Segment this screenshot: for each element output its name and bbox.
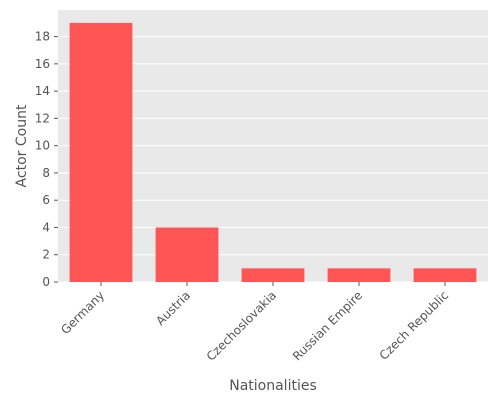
y-tick-label: 10 (35, 139, 50, 153)
bar-czechoslovakia (241, 268, 305, 282)
bar-russian-empire (327, 268, 391, 282)
x-tick-label: Austria (153, 288, 193, 328)
bar-austria (155, 227, 219, 282)
y-tick-label: 0 (42, 275, 50, 289)
y-axis-title: Actor Count (14, 104, 30, 187)
y-tick-label: 14 (35, 84, 50, 98)
y-tick-label: 18 (35, 30, 50, 44)
y-tick-label: 8 (42, 166, 50, 180)
x-axis-ticks: Germany Austria Czechoslovakia Russian Empi… (58, 282, 451, 364)
x-tick-label: Russian Empire (290, 288, 365, 363)
y-tick-label: 4 (42, 220, 50, 234)
y-axis-ticks: 0 2 4 6 8 10 12 14 16 18 (35, 30, 58, 289)
bar-czech-republic (413, 268, 477, 282)
y-tick-label: 6 (42, 193, 50, 207)
x-tick-label: Czechoslovakia (204, 288, 279, 363)
x-tick-label: Czech Republic (377, 288, 452, 363)
y-tick-label: 16 (35, 57, 50, 71)
bars (69, 22, 477, 282)
y-tick-label: 2 (42, 248, 50, 262)
x-tick-label: Germany (58, 288, 107, 337)
x-axis-title: Nationalities (229, 378, 317, 394)
bar-germany (69, 22, 133, 282)
y-tick-label: 12 (35, 111, 50, 125)
